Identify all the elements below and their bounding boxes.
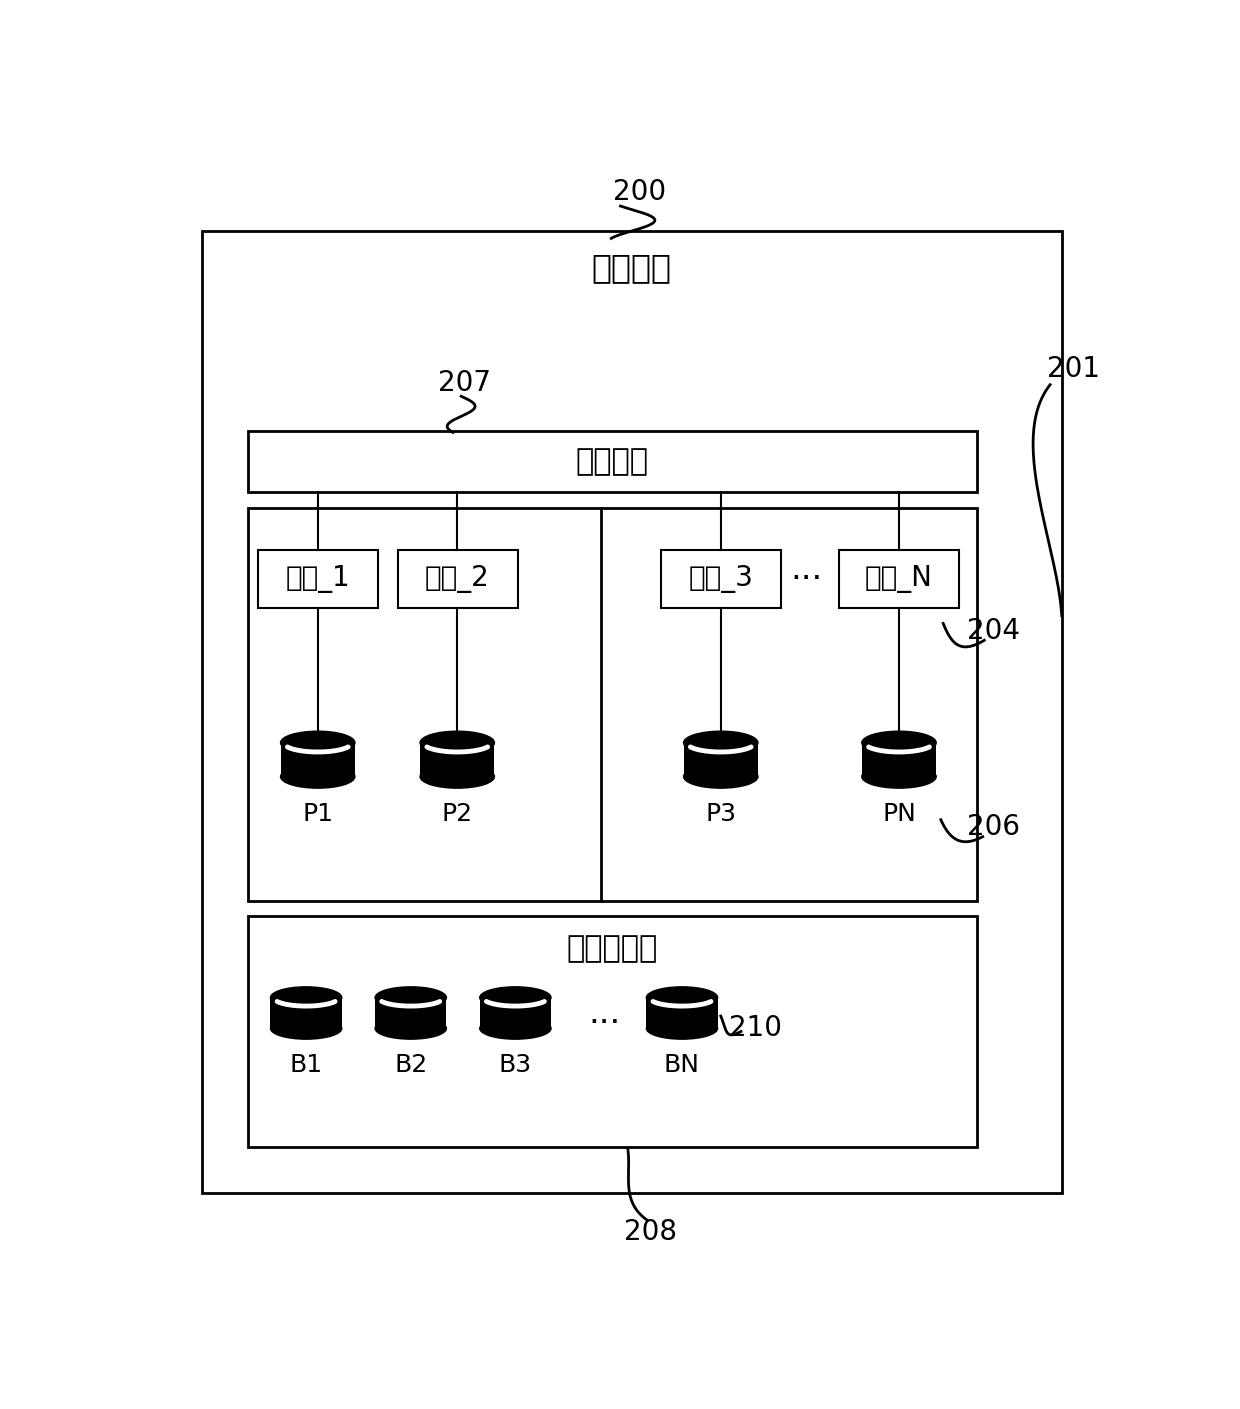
Ellipse shape: [683, 765, 758, 788]
Text: 210: 210: [729, 1013, 782, 1041]
Text: PN: PN: [882, 802, 916, 826]
Bar: [646, 998, 718, 1029]
Ellipse shape: [420, 731, 495, 754]
Ellipse shape: [480, 986, 551, 1009]
Ellipse shape: [270, 1017, 342, 1040]
Text: 207: 207: [439, 369, 491, 397]
Text: 206: 206: [967, 813, 1021, 841]
Ellipse shape: [280, 731, 355, 754]
Text: 204: 204: [967, 617, 1021, 645]
Bar: [862, 743, 936, 776]
Bar: [248, 507, 977, 900]
Text: ···: ···: [790, 562, 822, 596]
Text: B2: B2: [394, 1053, 428, 1076]
Ellipse shape: [374, 1017, 446, 1040]
Bar: [480, 998, 551, 1029]
Text: 节点_1: 节点_1: [285, 565, 350, 593]
Text: 节点_3: 节点_3: [688, 565, 753, 593]
Ellipse shape: [862, 731, 936, 754]
Bar: [258, 551, 378, 607]
Text: P1: P1: [303, 802, 334, 826]
Ellipse shape: [374, 986, 446, 1009]
Text: 存储系统: 存储系统: [591, 251, 672, 285]
Text: 节点_N: 节点_N: [866, 565, 932, 593]
Ellipse shape: [683, 731, 758, 754]
Ellipse shape: [646, 986, 718, 1009]
Text: 共享存储器: 共享存储器: [567, 934, 658, 962]
Bar: [683, 743, 758, 776]
Ellipse shape: [280, 765, 355, 788]
Bar: [280, 743, 355, 776]
Bar: [201, 231, 1061, 1193]
Ellipse shape: [420, 765, 495, 788]
Text: BN: BN: [663, 1053, 701, 1076]
Bar: [661, 551, 781, 607]
Bar: [248, 916, 977, 1147]
Bar: [398, 551, 518, 607]
Ellipse shape: [480, 1017, 551, 1040]
Text: P3: P3: [706, 802, 737, 826]
Text: 网络接口: 网络接口: [575, 447, 649, 476]
Text: ···: ···: [588, 1007, 621, 1040]
Bar: [374, 998, 446, 1029]
Bar: [839, 551, 960, 607]
Bar: [248, 431, 977, 493]
Text: B1: B1: [290, 1053, 322, 1076]
Bar: [420, 743, 495, 776]
Text: 200: 200: [613, 178, 666, 206]
Ellipse shape: [646, 1017, 718, 1040]
Text: P2: P2: [441, 802, 472, 826]
Text: 208: 208: [625, 1217, 677, 1246]
Text: B3: B3: [498, 1053, 532, 1076]
Ellipse shape: [862, 765, 936, 788]
Text: 节点_2: 节点_2: [425, 565, 490, 593]
Bar: [270, 998, 342, 1029]
Text: 201: 201: [1047, 355, 1100, 383]
Ellipse shape: [270, 986, 342, 1009]
